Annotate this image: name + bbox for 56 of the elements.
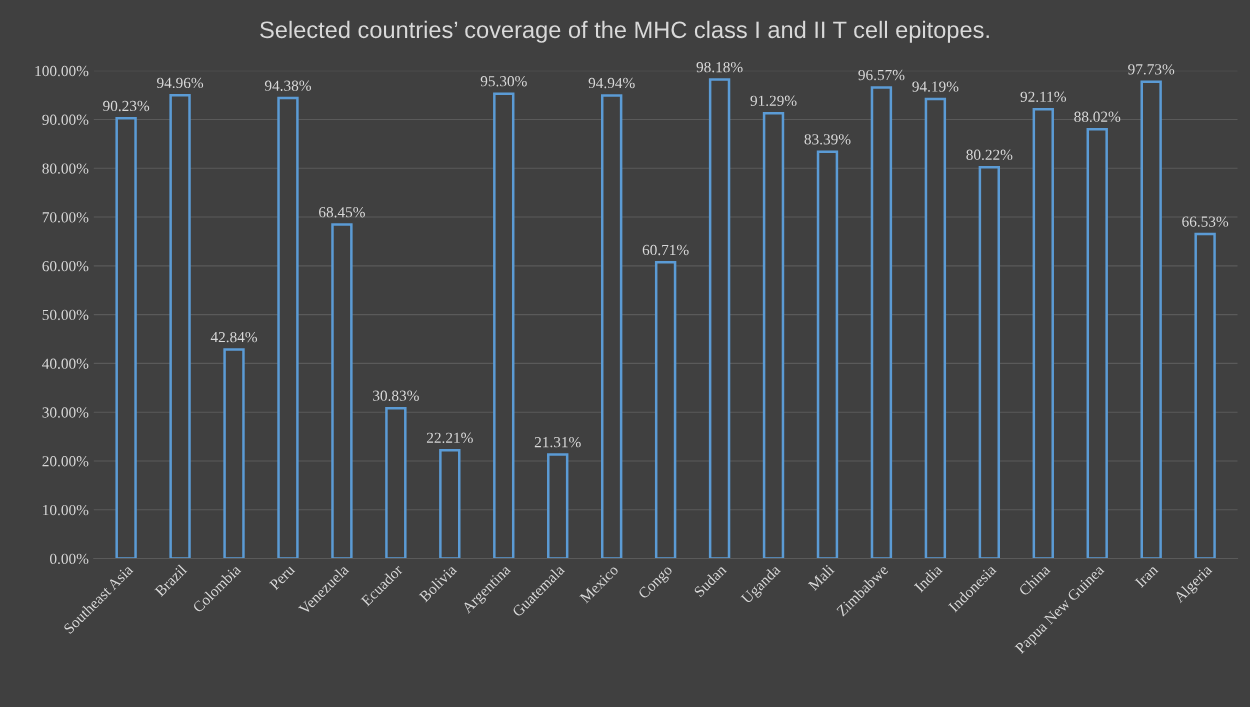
bar <box>924 97 947 559</box>
y-tick-label: 40.00% <box>42 358 89 369</box>
y-tick-label: 80.00% <box>42 163 89 174</box>
data-label: 68.45% <box>319 207 365 218</box>
bar <box>277 96 299 559</box>
bar <box>708 78 731 559</box>
data-label: 91.29% <box>750 95 797 106</box>
y-tick-label: 90.00% <box>42 114 89 125</box>
data-label: 80.22% <box>966 149 1013 160</box>
bar <box>870 86 893 559</box>
data-label: 22.21% <box>426 432 473 443</box>
bar <box>1194 232 1216 559</box>
bar <box>169 94 191 559</box>
data-label: 30.83% <box>373 390 419 401</box>
data-label: 60.71% <box>642 244 689 256</box>
bar <box>385 406 407 559</box>
data-label: 42.84% <box>210 331 258 343</box>
data-label: 94.38% <box>264 80 311 91</box>
bar <box>816 150 839 559</box>
y-tick-label: 30.00% <box>42 407 89 418</box>
data-label: 90.23% <box>103 100 150 112</box>
data-label: 94.94% <box>588 77 635 89</box>
bar <box>331 223 353 559</box>
y-tick-label: 70.00% <box>42 212 89 223</box>
bar <box>115 117 137 559</box>
chart-title: Selected countries’ coverage of the MHC class I and II T cell epitopes. <box>260 20 989 43</box>
y-tick-label: 100.00% <box>35 65 89 77</box>
y-tick-label: 10.00% <box>43 504 89 516</box>
y-tick-label: 60.00% <box>42 260 89 272</box>
bar <box>1086 127 1108 559</box>
bar <box>223 348 245 559</box>
data-label: 92.11% <box>1020 91 1067 102</box>
data-label: 88.02% <box>1074 111 1121 122</box>
x-tick-label: Iran <box>1134 563 1159 588</box>
data-label: 95.30% <box>480 76 527 87</box>
data-label: 97.73% <box>1128 64 1175 75</box>
y-tick-label: 0.00% <box>50 553 89 565</box>
y-tick-label: 50.00% <box>42 309 89 321</box>
data-label: 96.57% <box>858 69 905 81</box>
bar <box>1140 80 1162 559</box>
bar <box>978 165 1001 559</box>
data-label: 66.53% <box>1182 216 1229 227</box>
bar <box>654 261 677 559</box>
data-label: 21.31% <box>534 436 581 448</box>
bar <box>547 453 569 559</box>
x-tick-label: Peru <box>268 564 296 591</box>
bar <box>762 111 785 559</box>
bar <box>439 448 461 559</box>
bar <box>1032 107 1054 559</box>
data-label: 94.19% <box>912 81 959 92</box>
bar <box>493 92 515 559</box>
data-label: 94.96% <box>157 77 204 89</box>
data-label: 83.39% <box>804 134 851 145</box>
bar <box>600 94 623 559</box>
data-label: 98.18% <box>696 62 743 73</box>
y-tick-label: 20.00% <box>42 456 89 467</box>
